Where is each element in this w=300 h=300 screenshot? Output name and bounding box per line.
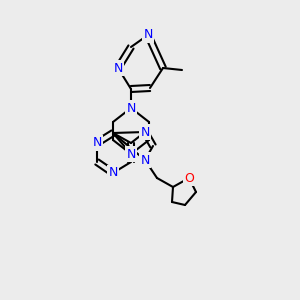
Text: N: N — [108, 167, 118, 179]
Text: N: N — [92, 136, 102, 149]
Text: N: N — [140, 125, 150, 139]
Text: N: N — [126, 101, 136, 115]
Text: N: N — [143, 28, 153, 41]
Text: O: O — [184, 172, 194, 184]
Text: N: N — [113, 61, 123, 74]
Text: N: N — [126, 148, 136, 160]
Text: N: N — [140, 154, 150, 166]
